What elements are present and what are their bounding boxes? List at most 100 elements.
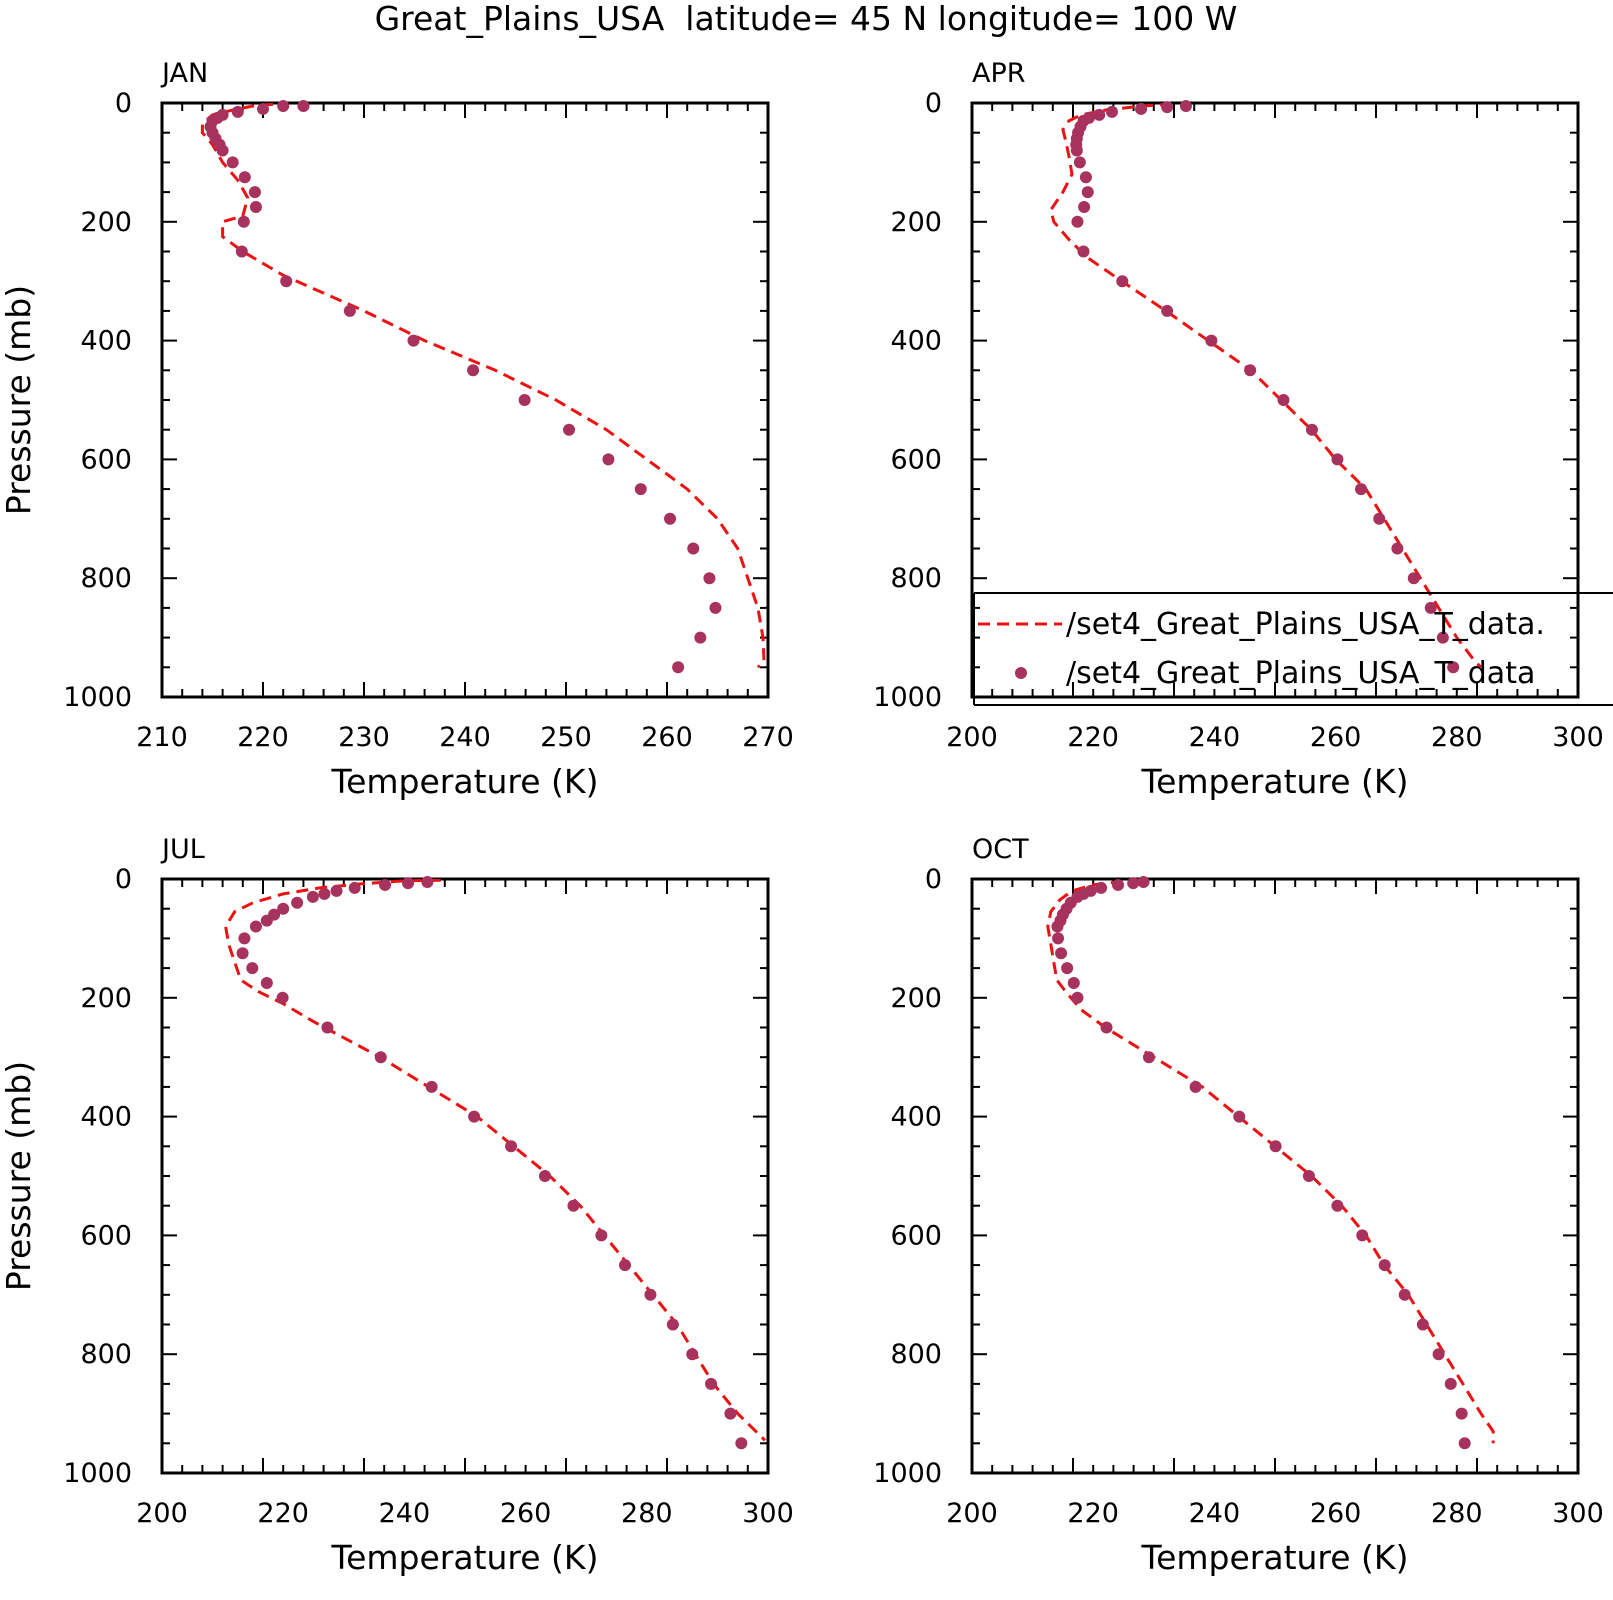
y-tick-label: 400: [80, 326, 132, 357]
y-tick-label: 400: [890, 1102, 942, 1133]
observation-point: [666, 1318, 679, 1331]
x-tick-label: 260: [1310, 722, 1362, 753]
panel-apr: 200 220 240 260 280 300 0 200 400 600 800 1000 Tempe…: [873, 58, 1613, 801]
x-tick-label: 260: [641, 722, 693, 753]
observation-point: [348, 881, 361, 894]
y-tick-label: 400: [80, 1102, 132, 1133]
observation-point: [379, 878, 392, 891]
x-tick-label: 210: [136, 722, 188, 753]
x-tick-label: 260: [1310, 1498, 1362, 1529]
y-tick-label: 200: [890, 983, 942, 1014]
observation-point: [248, 186, 261, 199]
observation-point: [277, 902, 290, 915]
y-tick-label: 1000: [873, 682, 942, 713]
x-tick-label: 200: [946, 722, 998, 753]
observation-point: [1055, 947, 1068, 960]
y-tick-label: 600: [890, 444, 942, 475]
x-tick-label: 220: [237, 722, 289, 753]
y-tick-label: 600: [80, 1220, 132, 1251]
observation-point: [260, 914, 273, 927]
observation-point: [1355, 483, 1368, 496]
observation-point: [318, 887, 331, 900]
observation-point: [276, 991, 289, 1004]
observation-point: [735, 1437, 748, 1450]
x-tick-label: 220: [1067, 1498, 1119, 1529]
observation-point: [563, 423, 576, 436]
observation-point: [238, 932, 251, 945]
x-axis-label: Temperature (K): [331, 762, 599, 801]
x-tick-label: 250: [540, 722, 592, 753]
x-tick-label: 270: [742, 722, 794, 753]
x-axis-label: Temperature (K): [1141, 1538, 1409, 1577]
observation-point: [709, 601, 722, 614]
model-profile-line: [224, 879, 767, 1442]
observation-point: [421, 875, 434, 888]
y-tick-label: 1000: [63, 682, 132, 713]
observation-point: [1142, 1051, 1155, 1064]
model-profile-line: [1049, 103, 1483, 669]
observation-point: [1051, 920, 1064, 933]
observation-point: [468, 1110, 481, 1123]
observation-point: [1100, 1021, 1113, 1034]
x-tick-label: 200: [946, 1498, 998, 1529]
observation-point: [402, 877, 415, 890]
observation-point: [672, 661, 685, 674]
y-tick-label: 400: [890, 326, 942, 357]
observation-point: [260, 976, 273, 989]
observation-point: [538, 1170, 551, 1182]
observation-point: [238, 171, 251, 184]
observation-point: [1458, 1437, 1471, 1450]
observation-point: [1398, 1288, 1411, 1301]
x-tick-label: 230: [338, 722, 390, 753]
x-tick-label: 300: [742, 1498, 794, 1529]
observation-point: [644, 1288, 657, 1301]
x-tick-label: 240: [1189, 1498, 1241, 1529]
observation-point: [257, 102, 269, 115]
x-tick-label: 260: [500, 1498, 552, 1529]
x-tick-label: 280: [1431, 722, 1483, 753]
legend: /set4_Great_Plains_USA_T_data. /set4_Grea…: [973, 592, 1613, 706]
model-profile-line: [1046, 879, 1495, 1444]
observation-point: [705, 1377, 718, 1390]
observation-point: [602, 453, 615, 466]
x-tick-label: 240: [1189, 722, 1241, 753]
panel-jul: 200 220 240 260 280 300 0 200 400 600 800 1000 Tempe…: [0, 834, 794, 1577]
observation-point: [505, 1140, 518, 1153]
observation-point: [280, 275, 293, 288]
observation-point: [1424, 601, 1437, 614]
x-tick-label: 220: [257, 1498, 309, 1529]
observation-point: [595, 1229, 608, 1242]
observation-point: [1116, 275, 1129, 288]
x-axis-label: Temperature (K): [331, 1538, 599, 1577]
observation-point: [374, 1051, 387, 1064]
observation-point: [1073, 156, 1086, 169]
panel-label: OCT: [972, 834, 1029, 865]
panel-oct: 200 220 240 260 280 300 0 200 400 600 800 1000 Tempe…: [873, 834, 1603, 1577]
observation-point: [1432, 1348, 1445, 1361]
observation-point: [1135, 102, 1148, 115]
observation-point: [1205, 334, 1218, 347]
observation-point: [236, 947, 249, 960]
observation-point: [567, 1199, 580, 1212]
observation-point: [1052, 932, 1065, 945]
observation-point: [1071, 215, 1084, 228]
observation-point: [1244, 364, 1257, 377]
observation-point: [226, 156, 239, 169]
observation-point: [343, 304, 356, 317]
observation-point: [1444, 1377, 1457, 1390]
panels: 210 220 230 240 250 260 270 0 200 400 600 800 1000 Te…: [0, 58, 1613, 1577]
y-tick-label: 1000: [873, 1458, 942, 1489]
observation-point: [235, 245, 248, 258]
observation-point: [249, 200, 262, 213]
y-tick-label: 200: [80, 207, 132, 238]
y-axis-label: Pressure (mb): [0, 1061, 38, 1291]
observation-point: [1137, 875, 1150, 888]
x-tick-label: 280: [1431, 1498, 1483, 1529]
legend-entry-label: /set4_Great_Plains_USA_T_data: [1066, 656, 1535, 691]
observation-point: [1105, 105, 1118, 118]
observation-point: [1179, 99, 1192, 112]
model-profile-line: [200, 103, 766, 669]
y-tick-label: 0: [115, 864, 132, 895]
observation-point: [1331, 453, 1344, 466]
